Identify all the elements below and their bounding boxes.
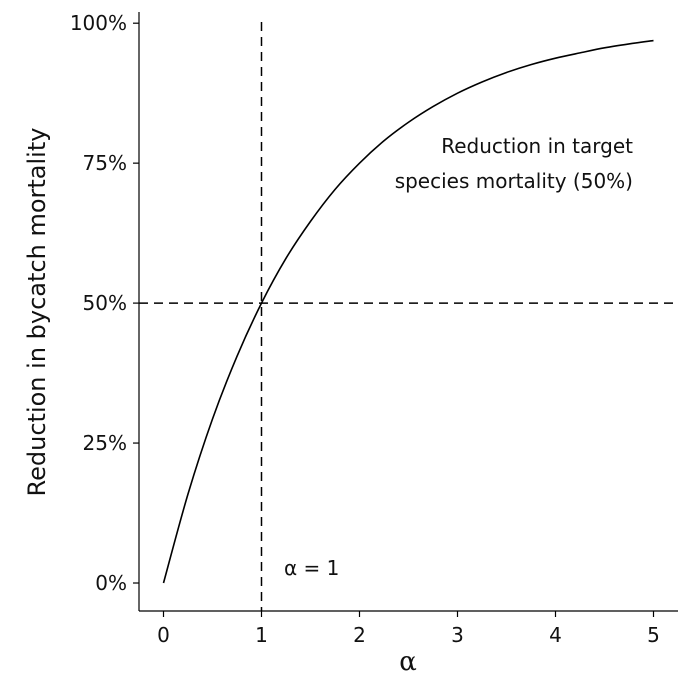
reference-lines: [139, 22, 678, 611]
y-tick-label: 75%: [83, 151, 127, 175]
x-tick-label: 2: [353, 623, 366, 647]
series-group: [162, 39, 654, 584]
y-tick-label: 100%: [70, 11, 127, 35]
axes: [138, 12, 678, 612]
x-axis-title: α: [399, 647, 417, 677]
x-tick-label: 1: [255, 623, 268, 647]
annotation-target-line-1: Reduction in target: [441, 134, 633, 158]
y-axis-title: Reduction in bycatch mortality: [23, 128, 51, 497]
series-line: [162, 39, 654, 584]
y-tick-label: 0%: [95, 571, 127, 595]
x-tick-label: 4: [549, 623, 562, 647]
x-tick-label: 3: [451, 623, 464, 647]
x-tick-label: 0: [157, 623, 170, 647]
annotation-target-line-2: species mortality (50%): [395, 169, 633, 193]
y-tick-label: 50%: [83, 291, 127, 315]
ticks: 0 1 2 3 4 50%25%50%75%100%: [70, 11, 660, 647]
y-tick-label: 25%: [83, 431, 127, 455]
x-tick-label: 5: [647, 623, 660, 647]
annotation-alpha-equals-1: α = 1: [284, 556, 339, 580]
